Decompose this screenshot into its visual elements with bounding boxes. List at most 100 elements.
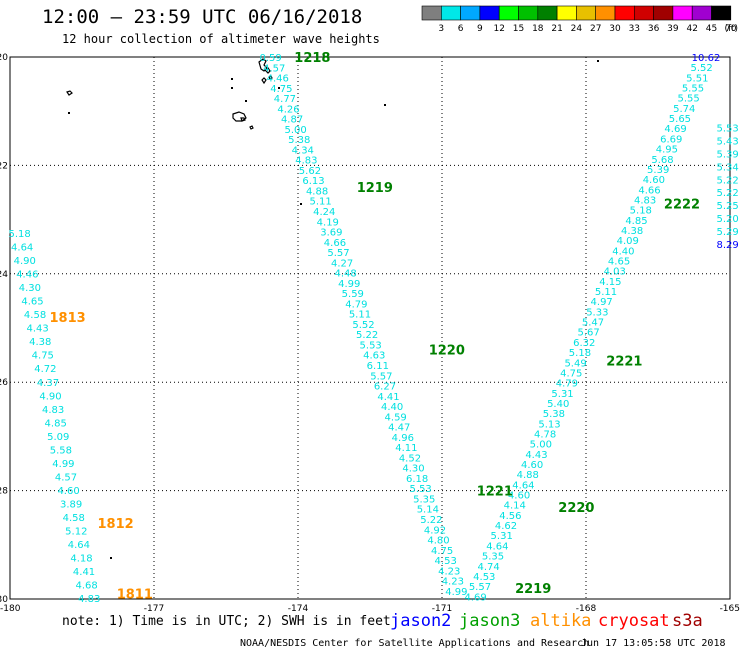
swh-value-label: 10.62 (692, 53, 721, 64)
swh-value-label: 4.80 (427, 536, 449, 547)
color-swatch (460, 5, 481, 21)
swh-value-label: 5.11 (349, 310, 371, 321)
swh-value-label: 4.88 (517, 470, 539, 481)
swh-value-label: 4.99 (445, 587, 467, 598)
swh-value-label: 4.30 (402, 464, 424, 475)
swh-value-label: 4.85 (625, 216, 647, 227)
pass-time-labels: 1218 1219 1220 1221 2219 2220 2221 2222 1813 1812… (50, 51, 701, 603)
swh-value-label: 5.22 (716, 188, 738, 199)
swh-value-label: 5.57 (327, 248, 349, 259)
swh-value-label: 6.13 (302, 176, 324, 187)
color-swatch (653, 5, 674, 21)
color-swatch (440, 5, 461, 21)
swh-value-label: 5.74 (673, 104, 695, 115)
swh-value-label: 5.58 (50, 445, 72, 456)
swh-value-label: 4.74 (478, 562, 500, 573)
lat-tick-label: -24 (0, 270, 8, 280)
swh-value-label: 6.11 (367, 361, 389, 372)
color-swatch (576, 5, 597, 21)
wave-height-tracks: 5.18 4.64 4.90 4.46 4.30 4.65 4.58 4.43 4.38 4.75… (8, 53, 738, 605)
color-swatch-label: 33 (629, 24, 640, 34)
lat-tick-label: -28 (0, 487, 8, 497)
swh-value-label: 5.12 (65, 526, 87, 537)
swh-value-label: 4.62 (495, 521, 517, 532)
swh-value-label: 4.41 (377, 392, 399, 403)
swh-value-label: 4.59 (385, 412, 407, 423)
island-dot (110, 557, 112, 559)
lat-tick-label: -26 (0, 378, 8, 388)
swh-value-label: 0.59 (260, 53, 282, 64)
swh-value-label: 4.60 (643, 175, 665, 186)
swh-value-label: 5.49 (564, 358, 586, 369)
page-title: 12:00 – 23:59 UTC 06/16/2018 (42, 6, 363, 28)
swh-value-label: 4.92 (424, 525, 446, 536)
swh-value-label: 6.69 (660, 134, 682, 145)
island-dot (231, 87, 233, 89)
swh-value-label: 4.95 (656, 145, 678, 156)
swh-value-label: 4.52 (399, 453, 421, 464)
swh-value-label: 8.29 (716, 240, 738, 251)
island-outlines (66, 58, 599, 559)
island-outline (249, 125, 254, 130)
swh-value-label: 4.75 (32, 351, 54, 362)
swh-value-label: 4.75 (270, 84, 292, 95)
pass-time-label: 1220 (429, 344, 465, 359)
swh-value-label: 4.46 (267, 74, 289, 85)
swh-value-label: 4.43 (525, 450, 547, 461)
swh-value-label: 5.31 (551, 389, 573, 400)
swh-value-label: 4.53 (473, 572, 495, 583)
lat-tick-label: -20 (0, 53, 8, 63)
swh-value-label: 6.32 (573, 338, 595, 349)
footer-timestamp: Jun 17 13:05:58 UTC 2018 (581, 638, 726, 649)
swh-value-label: 4.38 (29, 337, 51, 348)
swh-value-label: 4.97 (591, 297, 613, 308)
swh-value-label: 5.38 (543, 409, 565, 420)
swh-value-label: 4.40 (612, 246, 634, 257)
swh-value-label: 5.29 (716, 227, 738, 238)
lon-tick-label: -168 (576, 604, 597, 614)
swh-value-label: 4.40 (381, 402, 403, 413)
color-swatch (633, 5, 654, 21)
island-outline (232, 111, 247, 122)
swh-value-label: 4.66 (324, 238, 346, 249)
swh-value-label: 5.22 (716, 175, 738, 186)
pass-time-label: 1221 (477, 485, 513, 500)
swh-value-label: 4.58 (63, 513, 85, 524)
swh-value-label: 4.03 (604, 267, 626, 278)
legend-altika: altika (530, 611, 591, 631)
swh-value-label: 4.64 (68, 540, 90, 551)
swh-value-label: 5.57 (370, 371, 392, 382)
color-swatch (518, 5, 539, 21)
swh-value-label: 4.78 (534, 429, 556, 440)
swh-value-label: 4.24 (313, 207, 335, 218)
island-dot (278, 87, 280, 89)
color-swatch-label: 12 (493, 24, 504, 34)
map-frame (9, 56, 731, 600)
swh-value-label: 4.64 (11, 243, 33, 254)
lon-tick-label: -165 (720, 604, 740, 614)
graticule (10, 57, 730, 599)
color-swatch (711, 5, 732, 21)
island-dot (68, 112, 70, 114)
color-swatch (556, 5, 577, 21)
swh-value-label: 4.37 (37, 378, 59, 389)
swh-value-label: 4.19 (317, 217, 339, 228)
island-outline (268, 75, 273, 80)
swh-value-label: 5.43 (716, 136, 738, 147)
swh-value-label: 5.39 (647, 165, 669, 176)
island-outline (66, 90, 73, 96)
swh-value-label: 4.30 (19, 283, 41, 294)
swh-value-label: 5.33 (586, 307, 608, 318)
lon-tick-label: -174 (288, 604, 309, 614)
swh-value-label: 5.18 (8, 229, 30, 240)
swh-value-label: 4.83 (78, 594, 100, 605)
color-swatch-label: 18 (532, 24, 544, 34)
swh-value-label: 5.52 (352, 320, 374, 331)
island-dot (597, 60, 599, 62)
swh-value-label: 4.65 (21, 297, 43, 308)
swh-value-label: 4.58 (24, 310, 46, 321)
swh-value-label: 5.11 (310, 197, 332, 208)
color-swatch-label: 27 (590, 24, 601, 34)
swh-value-label: 5.40 (547, 399, 569, 410)
swh-value-label: 4.83 (295, 156, 317, 167)
